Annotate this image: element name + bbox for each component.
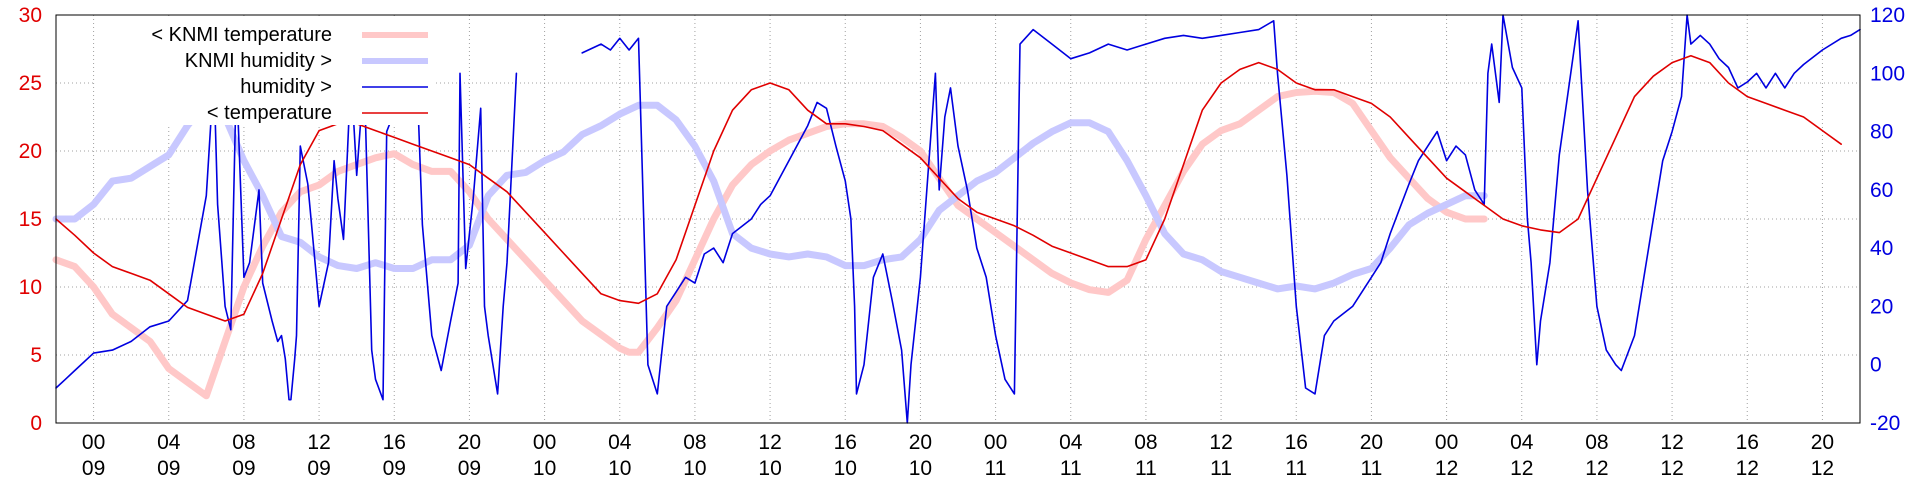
x-tick-day: 11	[985, 457, 1007, 480]
x-tick-day: 12	[1736, 457, 1759, 480]
x-tick-hour: 00	[82, 431, 105, 454]
x-tick-hour: 12	[1209, 431, 1232, 454]
x-tick-day: 12	[1585, 457, 1608, 480]
y-right-tick-label: 120	[1870, 4, 1905, 27]
legend: < KNMI temperature KNMI humidity > humidit…	[96, 17, 436, 125]
x-tick-day: 10	[909, 457, 932, 480]
y-right-tick-label: 60	[1870, 179, 1893, 202]
x-tick-hour: 20	[458, 431, 481, 454]
series-knmi-humidity	[52, 98, 1488, 293]
x-tick-day: 09	[307, 457, 330, 480]
y-left-tick-label: 25	[19, 72, 42, 95]
x-tick-hour: 04	[1510, 431, 1534, 454]
x-tick-day: 12	[1811, 457, 1834, 480]
y-left-tick-label: 0	[30, 412, 42, 435]
series-layer	[52, 14, 1861, 424]
x-tick-day: 09	[82, 457, 105, 480]
y-right-tick-label: 40	[1870, 237, 1893, 260]
x-tick-day: 09	[157, 457, 180, 480]
axes: 0 5 10 15 20 25 30 -20 0 20 40 60 80 100 120 00 09 04 09 08…	[19, 4, 1905, 480]
x-tick-hour: 00	[533, 431, 556, 454]
x-tick-day: 10	[834, 457, 857, 480]
x-tick-day: 11	[1135, 457, 1157, 480]
legend-humidity-label: humidity >	[240, 76, 332, 98]
x-tick-hour: 08	[232, 431, 255, 454]
x-tick-hour: 00	[984, 431, 1007, 454]
x-tick-hour: 12	[307, 431, 330, 454]
x-tick-hour: 00	[1435, 431, 1458, 454]
y-left-tick-label: 10	[19, 276, 42, 299]
x-tick-hour: 08	[1134, 431, 1157, 454]
series-humidity	[581, 14, 1861, 424]
x-tick-hour: 16	[1285, 431, 1308, 454]
x-tick-hour: 04	[1059, 431, 1083, 454]
x-tick-hour: 20	[909, 431, 932, 454]
x-tick-day: 10	[758, 457, 781, 480]
y-left-tick-label: 5	[30, 344, 42, 367]
legend-knmi-temperature-label: < KNMI temperature	[151, 24, 332, 46]
x-tick-hour: 08	[1585, 431, 1608, 454]
legend-knmi-humidity-label: KNMI humidity >	[185, 50, 332, 72]
x-tick-day: 12	[1660, 457, 1683, 480]
y-right-tick-label: 80	[1870, 121, 1893, 144]
x-tick-day: 12	[1435, 457, 1458, 480]
y-right-tick-label: 20	[1870, 295, 1893, 318]
x-tick-day: 09	[458, 457, 481, 480]
x-tick-day: 12	[1510, 457, 1533, 480]
x-tick-hour: 20	[1360, 431, 1383, 454]
y-right-tick-label: -20	[1870, 412, 1900, 435]
y-left-tick-label: 30	[19, 4, 42, 27]
x-tick-day: 11	[1060, 457, 1082, 480]
y-right-tick-label: 100	[1870, 62, 1905, 85]
legend-temperature-label: < temperature	[207, 102, 332, 124]
x-tick-day: 10	[533, 457, 556, 480]
x-tick-hour: 20	[1811, 431, 1834, 454]
x-tick-hour: 16	[383, 431, 406, 454]
x-tick-hour: 12	[1660, 431, 1683, 454]
grid	[56, 15, 1860, 423]
x-tick-hour: 12	[758, 431, 781, 454]
y-left-tick-label: 20	[19, 140, 42, 163]
x-tick-hour: 04	[157, 431, 181, 454]
plot-frame	[55, 14, 1861, 424]
y-left-tick-label: 15	[19, 208, 42, 231]
x-tick-day: 11	[1361, 457, 1383, 480]
x-tick-day: 10	[683, 457, 706, 480]
y-right-tick-label: 0	[1870, 354, 1882, 377]
x-tick-day: 09	[232, 457, 255, 480]
x-tick-day: 11	[1210, 457, 1232, 480]
series-knmi-temperature	[52, 87, 1488, 400]
x-tick-hour: 16	[1736, 431, 1759, 454]
x-tick-hour: 16	[834, 431, 857, 454]
x-tick-hour: 08	[683, 431, 706, 454]
x-tick-hour: 04	[608, 431, 632, 454]
x-tick-day: 09	[383, 457, 406, 480]
x-tick-day: 10	[608, 457, 631, 480]
x-tick-day: 11	[1285, 457, 1307, 480]
